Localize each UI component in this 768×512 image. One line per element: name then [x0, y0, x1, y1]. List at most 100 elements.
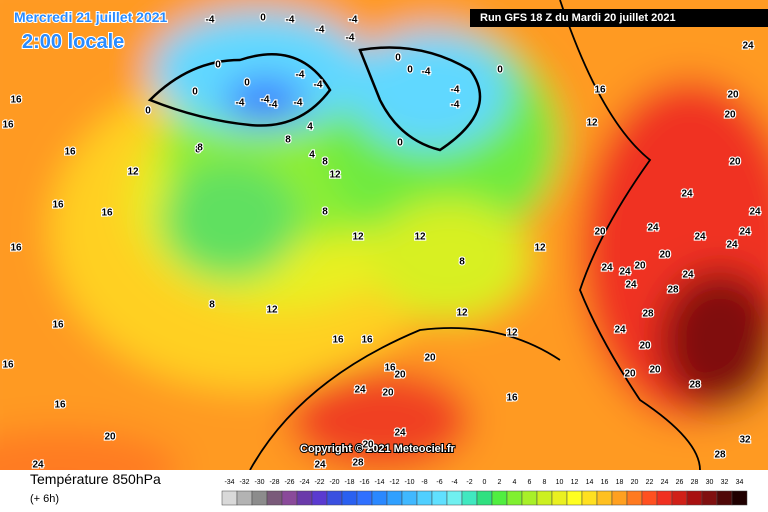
- contour-label: 0: [397, 138, 403, 149]
- scale-swatch: [251, 490, 268, 506]
- scale-label: 22: [646, 479, 654, 486]
- contour-label: 20: [724, 110, 736, 121]
- contour-label: 24: [619, 267, 631, 278]
- contour-label: 12: [456, 308, 468, 319]
- scale-swatch: [581, 490, 598, 506]
- contour-label: 0: [145, 106, 151, 117]
- contour-label: 24: [32, 460, 44, 471]
- contour-label: -4: [346, 33, 355, 44]
- contour-label: 16: [10, 95, 22, 106]
- scale-label: 30: [706, 479, 714, 486]
- scale-label: -6: [436, 479, 442, 486]
- scale-label: -22: [314, 479, 324, 486]
- scale-swatch: [341, 490, 358, 506]
- scale-label: -10: [404, 479, 414, 486]
- contour-label: 12: [534, 243, 546, 254]
- scale-label: -8: [421, 479, 427, 486]
- scale-swatch: [656, 490, 673, 506]
- scale-label: 6: [528, 479, 532, 486]
- contour-label: 28: [714, 450, 726, 461]
- scale-label: 10: [556, 479, 564, 486]
- contour-label: 24: [682, 270, 694, 281]
- scale-label: 2: [498, 479, 502, 486]
- copyright: Copyright © 2021 Meteociel.fr: [300, 443, 456, 455]
- scale-label: 26: [676, 479, 684, 486]
- contour-label: -4: [269, 100, 278, 111]
- contour-label: 0: [260, 13, 266, 24]
- date-label: Mercredi 21 juillet 2021: [14, 9, 168, 25]
- scale-swatch: [686, 490, 703, 506]
- scale-swatch: [596, 490, 613, 506]
- scale-swatch: [356, 490, 373, 506]
- contour-label: 24: [354, 385, 366, 396]
- contour-label: 24: [314, 460, 326, 471]
- contour-label: 8: [195, 145, 201, 156]
- scale-label: -14: [374, 479, 384, 486]
- scale-label: 14: [586, 479, 594, 486]
- run-label: Run GFS 18 Z du Mardi 20 juillet 2021: [480, 12, 676, 24]
- scale-swatch: [416, 490, 433, 506]
- contour-label: -4: [286, 15, 295, 26]
- scale-label: 8: [543, 479, 547, 486]
- contour-label: 16: [384, 363, 396, 374]
- scale-swatch: [431, 490, 448, 506]
- contour-label: -4: [451, 85, 460, 96]
- contour-label: 16: [2, 120, 14, 131]
- contour-label: 8: [197, 143, 203, 154]
- contour-label: 0: [215, 60, 221, 71]
- scale-label: 0: [483, 479, 487, 486]
- contour-label: 0: [395, 53, 401, 64]
- scale-swatch: [566, 490, 583, 506]
- contour-label: 20: [382, 388, 394, 399]
- scale-swatch: [236, 490, 253, 506]
- scale-label: 32: [721, 479, 729, 486]
- contour-label: 0: [192, 87, 198, 98]
- contour-label: 16: [52, 200, 64, 211]
- scale-label: 4: [513, 479, 517, 486]
- contour-label: 20: [727, 90, 739, 101]
- contour-label: 20: [104, 432, 116, 443]
- contour-label: 8: [459, 257, 465, 268]
- contour-label: 24: [614, 325, 626, 336]
- contour-label: 28: [642, 309, 654, 320]
- scale-swatch: [551, 490, 568, 506]
- contour-label: 16: [332, 335, 344, 346]
- scale-swatch: [296, 490, 313, 506]
- scale-swatch: [626, 490, 643, 506]
- scale-label: 18: [616, 479, 624, 486]
- contour-label: -4: [349, 15, 358, 26]
- scale-swatch: [386, 490, 403, 506]
- scale-swatch: [461, 490, 478, 506]
- contour-label: 16: [54, 400, 66, 411]
- time-label: 2:00 locale: [22, 31, 124, 53]
- contour-label: -4: [451, 100, 460, 111]
- scale-label: -26: [284, 479, 294, 486]
- scale-label: -2: [466, 479, 472, 486]
- scale-label: 34: [736, 479, 744, 486]
- contour-label: 28: [667, 285, 679, 296]
- contour-label: 24: [681, 189, 693, 200]
- scale-swatch: [671, 490, 688, 506]
- scale-label: -28: [269, 479, 279, 486]
- contour-label: 20: [594, 227, 606, 238]
- contour-label: 20: [634, 261, 646, 272]
- scale-swatch: [281, 490, 298, 506]
- contour-label: 12: [586, 118, 598, 129]
- contour-label: 16: [2, 360, 14, 371]
- scale-swatch: [311, 490, 328, 506]
- contour-label: 24: [739, 227, 751, 238]
- contour-label: -4: [206, 15, 215, 26]
- scale-label: -34: [224, 479, 234, 486]
- scale-swatch: [701, 490, 718, 506]
- contour-label: 16: [10, 243, 22, 254]
- scale-label: -16: [359, 479, 369, 486]
- scale-swatch: [371, 490, 388, 506]
- contour-label: 20: [659, 250, 671, 261]
- scale-label: -4: [451, 479, 457, 486]
- scale-swatch: [326, 490, 343, 506]
- contour-label: -4: [314, 80, 323, 91]
- contour-label: -4: [422, 67, 431, 78]
- contour-label: 24: [742, 41, 754, 52]
- contour-label: 24: [625, 280, 637, 291]
